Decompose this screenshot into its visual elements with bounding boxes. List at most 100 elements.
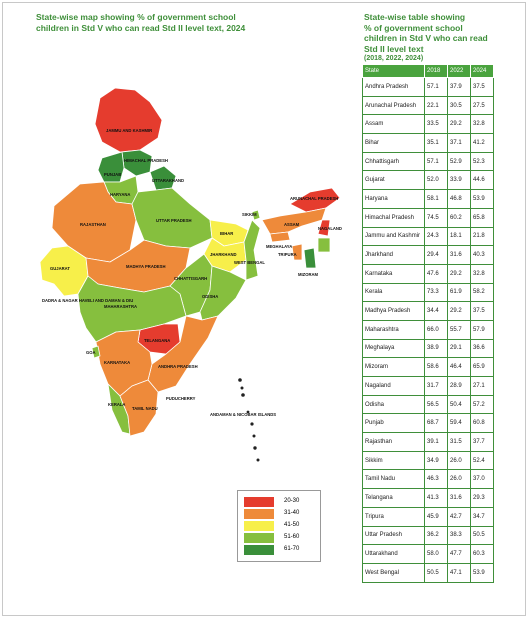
table-row: Meghalaya 38.9 29.1 36.6 xyxy=(362,338,494,359)
state-name-cell: Madhya Pradesh xyxy=(362,301,425,321)
table-row: Gujarat 52.0 33.9 44.6 xyxy=(362,170,494,191)
value-cell-2022: 37.1 xyxy=(447,133,471,153)
value-cell-2024: 27.5 xyxy=(470,95,494,116)
label-assam: ASSAM xyxy=(284,222,300,227)
value-cell-2022: 61.9 xyxy=(447,282,471,303)
label-maharashtra: MAHARASHTRA xyxy=(104,304,137,309)
value-cell-2024: 36.6 xyxy=(470,338,494,359)
state-name-cell: Karnataka xyxy=(362,263,425,284)
value-cell-2024: 41.2 xyxy=(470,133,494,153)
india-map: JAMMU AND KASHMIR HIMACHAL PRADESH PUNJA… xyxy=(40,87,342,462)
map-title: State-wise map showing % of government s… xyxy=(36,12,266,34)
table-row: Kerala 73.3 61.9 58.2 xyxy=(362,282,494,303)
table-row: Mizoram 58.6 46.4 65.9 xyxy=(362,357,494,377)
value-cell-2022: 30.5 xyxy=(447,95,471,116)
state-name-cell: Maharashtra xyxy=(362,319,425,340)
value-cell-2018: 58.0 xyxy=(424,544,448,564)
label-arunachal-pradesh: ARUNACHAL PRADESH xyxy=(290,196,338,201)
header-2022: 2022 xyxy=(447,64,471,78)
value-cell-2024: 50.5 xyxy=(470,525,494,546)
legend-label: 41-50 xyxy=(284,522,300,528)
state-name-cell: Telangana xyxy=(362,488,425,508)
state-table: State 2018 2022 2024 Andhra Pradesh 57.1 3… xyxy=(362,64,494,583)
label-jharkhand: JHARKHAND xyxy=(210,252,237,257)
table-row: Rajasthan 39.1 31.5 37.7 xyxy=(362,432,494,452)
label-telangana: TELANGANA xyxy=(144,338,170,343)
value-cell-2018: 56.5 xyxy=(424,394,448,415)
state-manipur xyxy=(317,237,331,253)
label-rajasthan: RAJASTHAN xyxy=(80,222,106,227)
table-row: Nagaland 31.7 28.9 27.1 xyxy=(362,376,494,396)
value-cell-2024: 57.2 xyxy=(470,394,494,415)
state-name-cell: Odisha xyxy=(362,394,425,415)
label-uttarakhand: UTTARAKHAND xyxy=(152,178,184,183)
value-cell-2024: 32.8 xyxy=(470,114,494,135)
value-cell-2022: 55.7 xyxy=(447,319,471,340)
value-cell-2022: 33.9 xyxy=(447,170,471,191)
table-row: Bihar 35.1 37.1 41.2 xyxy=(362,133,494,153)
legend-swatch xyxy=(244,509,274,519)
legend-swatch xyxy=(244,533,274,543)
value-cell-2022: 60.2 xyxy=(447,207,471,228)
table-row: Jharkhand 29.4 31.6 40.3 xyxy=(362,245,494,265)
table-row: Punjab 68.7 59.4 60.8 xyxy=(362,413,494,434)
state-name-cell: Meghalaya xyxy=(362,338,425,359)
value-cell-2024: 29.3 xyxy=(470,488,494,508)
table-row: Odisha 56.5 50.4 57.2 xyxy=(362,394,494,415)
state-west-bengal xyxy=(243,219,261,281)
label-jammu-and-kashmir: JAMMU AND KASHMIR xyxy=(106,128,152,133)
state-name-cell: Sikkim xyxy=(362,450,425,471)
value-cell-2024: 21.8 xyxy=(470,226,494,247)
value-cell-2018: 41.3 xyxy=(424,488,448,508)
value-cell-2024: 34.7 xyxy=(470,506,494,527)
state-name-cell: Bihar xyxy=(362,133,425,153)
label-punjab: PUNJAB xyxy=(104,172,121,177)
legend-swatch xyxy=(244,521,274,531)
value-cell-2022: 26.0 xyxy=(447,469,471,490)
table-row: West Bengal 50.5 47.1 53.9 xyxy=(362,562,494,583)
islands xyxy=(238,378,260,462)
table-header-row: State 2018 2022 2024 xyxy=(362,64,494,78)
state-name-cell: Uttarakhand xyxy=(362,544,425,564)
value-cell-2022: 42.7 xyxy=(447,506,471,527)
label-andaman-nicobar: ANDAMAN & NICOBAR ISLANDS xyxy=(210,412,276,417)
value-cell-2018: 73.3 xyxy=(424,282,448,303)
legend-label: 61-70 xyxy=(284,546,300,552)
label-tamil-nadu: TAMIL NADU xyxy=(132,406,158,411)
state-tripura xyxy=(291,243,303,261)
value-cell-2018: 52.0 xyxy=(424,170,448,191)
value-cell-2018: 66.0 xyxy=(424,319,448,340)
table-title-line-2: % of government school xyxy=(364,22,463,33)
state-name-cell: Nagaland xyxy=(362,376,425,396)
value-cell-2022: 59.4 xyxy=(447,413,471,434)
value-cell-2024: 37.7 xyxy=(470,432,494,452)
label-odisha: ODISHA xyxy=(202,294,218,299)
state-name-cell: Punjab xyxy=(362,413,425,434)
label-karnataka: KARNATAKA xyxy=(104,360,130,365)
value-cell-2018: 39.1 xyxy=(424,432,448,452)
value-cell-2022: 52.9 xyxy=(447,151,471,172)
label-nagaland: NAGALAND xyxy=(318,226,342,231)
label-kerala: KERALA xyxy=(108,402,125,407)
table-row: Tripura 45.9 42.7 34.7 xyxy=(362,506,494,527)
value-cell-2018: 57.1 xyxy=(424,151,448,172)
state-himachal-pradesh xyxy=(121,149,153,177)
value-cell-2018: 68.7 xyxy=(424,413,448,434)
label-goa: GOA xyxy=(86,350,96,355)
value-cell-2018: 34.4 xyxy=(424,301,448,321)
state-name-cell: Mizoram xyxy=(362,357,425,377)
value-cell-2024: 53.9 xyxy=(470,562,494,583)
table-row: Telangana 41.3 31.6 29.3 xyxy=(362,488,494,508)
value-cell-2018: 58.1 xyxy=(424,189,448,209)
table-row: Himachal Pradesh 74.5 60.2 65.8 xyxy=(362,207,494,228)
value-cell-2018: 35.1 xyxy=(424,133,448,153)
value-cell-2022: 26.0 xyxy=(447,450,471,471)
value-cell-2024: 37.5 xyxy=(470,301,494,321)
header-2018: 2018 xyxy=(424,64,448,78)
state-mizoram xyxy=(303,247,317,269)
value-cell-2024: 27.1 xyxy=(470,376,494,396)
value-cell-2022: 46.8 xyxy=(447,189,471,209)
value-cell-2024: 40.3 xyxy=(470,245,494,265)
state-jammu-and-kashmir xyxy=(94,87,163,153)
value-cell-2018: 22.1 xyxy=(424,95,448,116)
